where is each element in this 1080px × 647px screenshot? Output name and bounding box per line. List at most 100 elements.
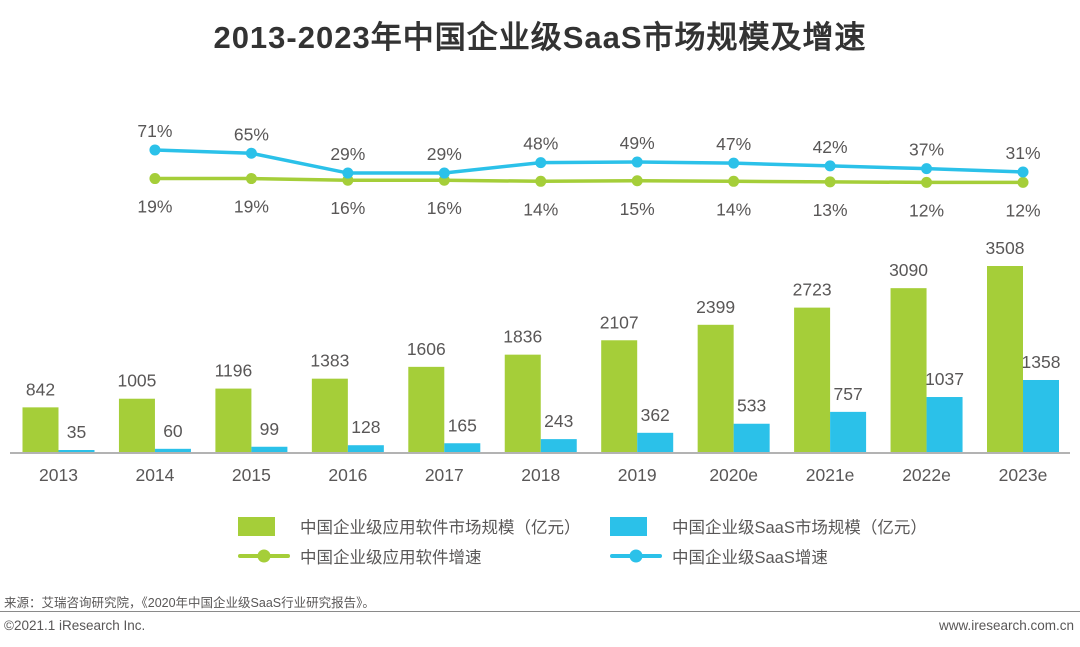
legend-line-marker-app-growth bbox=[238, 549, 290, 563]
bar-saas-2016 bbox=[347, 445, 384, 452]
growth-label-saas-growth: 29% bbox=[330, 144, 365, 164]
chart-legend: 中国企业级应用软件市场规模（亿元） 中国企业级SaaS市场规模（亿元） 中国企业… bbox=[238, 511, 940, 571]
x-axis-label: 2016 bbox=[328, 465, 367, 485]
legend-label-saas-growth: 中国企业级SaaS增速 bbox=[672, 549, 828, 567]
growth-point-saas-growth bbox=[342, 167, 354, 179]
bar-value-app-software: 3508 bbox=[986, 238, 1025, 258]
bar-value-app-software: 1196 bbox=[215, 361, 253, 381]
growth-label-saas-growth: 37% bbox=[909, 140, 944, 160]
bar-saas-2014 bbox=[154, 448, 191, 452]
legend-label-saas-scale: 中国企业级SaaS市场规模（亿元） bbox=[672, 519, 927, 537]
bar-saas-2021e bbox=[830, 411, 867, 452]
growth-label-saas-growth: 29% bbox=[427, 144, 462, 164]
growth-label-app-growth: 12% bbox=[909, 200, 944, 220]
growth-point-saas-growth bbox=[631, 156, 643, 168]
growth-point-app-growth bbox=[921, 176, 933, 188]
bar-value-app-software: 3090 bbox=[889, 260, 928, 280]
legend-label-app-software-scale: 中国企业级应用软件市场规模（亿元） bbox=[300, 519, 581, 537]
x-axis-label: 2023e bbox=[999, 465, 1048, 485]
bar-value-app-software: 2723 bbox=[793, 280, 832, 300]
growth-label-app-growth: 16% bbox=[427, 198, 462, 218]
bar-saas-2015 bbox=[251, 446, 288, 452]
growth-point-app-growth bbox=[728, 175, 740, 187]
bar-saas-2022e bbox=[926, 397, 963, 452]
x-axis-label: 2018 bbox=[521, 465, 560, 485]
bar-app-software-2017 bbox=[408, 366, 445, 452]
footer-divider bbox=[0, 611, 1080, 612]
x-axis-label: 2021e bbox=[806, 465, 855, 485]
bar-app-software-2015 bbox=[215, 388, 252, 452]
bar-value-app-software: 1606 bbox=[407, 339, 446, 359]
bar-value-app-software: 1383 bbox=[310, 351, 349, 371]
x-axis-label: 2017 bbox=[425, 465, 464, 485]
growth-line-saas-growth bbox=[154, 148, 1024, 175]
website-text: www.iresearch.com.cn bbox=[938, 618, 1074, 633]
growth-label-app-growth: 12% bbox=[1005, 200, 1040, 220]
growth-label-saas-growth: 71% bbox=[137, 121, 172, 141]
growth-label-saas-growth: 42% bbox=[813, 137, 848, 157]
bar-value-saas: 1037 bbox=[925, 369, 964, 389]
bar-app-software-2022e bbox=[890, 288, 927, 452]
bar-app-software-2013 bbox=[22, 407, 59, 452]
bar-app-software-2014 bbox=[118, 398, 155, 452]
growth-point-saas-growth bbox=[728, 157, 740, 169]
bar-app-software-2023e bbox=[987, 266, 1023, 452]
bar-saas-2013 bbox=[58, 450, 95, 452]
legend-dot-saas-growth bbox=[629, 549, 643, 563]
bar-value-saas: 533 bbox=[737, 396, 766, 416]
growth-label-app-growth: 19% bbox=[234, 197, 269, 217]
growth-point-saas-growth bbox=[921, 163, 933, 175]
legend-line-marker-saas-growth bbox=[610, 549, 662, 563]
bar-value-saas: 757 bbox=[833, 384, 862, 404]
legend-swatch-saas bbox=[610, 516, 647, 536]
growth-label-saas-growth: 47% bbox=[716, 134, 751, 154]
growth-label-app-growth: 15% bbox=[620, 199, 655, 219]
bar-value-app-software: 1005 bbox=[117, 371, 156, 391]
bar-value-saas: 243 bbox=[544, 411, 573, 431]
bar-saas-2023e bbox=[1023, 379, 1059, 452]
copyright-text: ©2021.1 iResearch Inc. bbox=[4, 618, 146, 633]
bar-value-saas: 128 bbox=[351, 417, 380, 437]
bar-value-app-software: 2107 bbox=[600, 312, 639, 332]
growth-label-app-growth: 16% bbox=[330, 198, 365, 218]
bar-app-software-2018 bbox=[504, 354, 541, 452]
growth-label-app-growth: 14% bbox=[716, 199, 751, 219]
source-note: 来源：艾瑞咨询研究院，《2020年中国企业级SaaS行业研究报告》。 bbox=[4, 596, 375, 610]
x-axis-label: 2013 bbox=[39, 465, 78, 485]
growth-point-app-growth bbox=[149, 173, 161, 185]
bar-saas-2017 bbox=[444, 443, 481, 452]
growth-point-saas-growth bbox=[438, 167, 450, 179]
growth-label-saas-growth: 65% bbox=[234, 124, 269, 144]
bar-app-software-2021e bbox=[794, 307, 831, 452]
bar-saas-2019 bbox=[637, 432, 674, 452]
x-axis-label: 2020e bbox=[709, 465, 758, 485]
growth-point-app-growth bbox=[631, 175, 643, 187]
bar-app-software-2019 bbox=[601, 340, 638, 452]
x-axis-label: 2015 bbox=[232, 465, 271, 485]
combo-chart: 19% 19% 16% 16% 14% 15% 14% 13% 12% 12% 71% 65% 29% 2… bbox=[10, 121, 1070, 485]
growth-label-saas-growth: 48% bbox=[523, 134, 558, 154]
bar-saas-2018 bbox=[540, 439, 577, 452]
bar-app-software-2016 bbox=[311, 378, 348, 452]
bar-value-saas: 362 bbox=[641, 405, 670, 425]
bar-value-app-software: 2399 bbox=[696, 297, 735, 317]
growth-point-app-growth bbox=[535, 175, 547, 187]
growth-label-saas-growth: 31% bbox=[1005, 143, 1040, 163]
bar-value-app-software: 1836 bbox=[503, 327, 542, 347]
legend-label-app-growth: 中国企业级应用软件增速 bbox=[300, 549, 482, 567]
growth-point-app-growth bbox=[1017, 176, 1029, 188]
bar-value-saas: 99 bbox=[260, 419, 279, 439]
growth-point-saas-growth bbox=[824, 160, 836, 172]
chart-title: 2013-2023年中国企业级SaaS市场规模及增速 bbox=[213, 20, 867, 55]
growth-label-app-growth: 13% bbox=[813, 200, 848, 220]
growth-point-app-growth bbox=[824, 176, 836, 188]
growth-point-saas-growth bbox=[1017, 166, 1029, 178]
bar-value-saas: 35 bbox=[67, 422, 86, 442]
growth-point-app-growth bbox=[245, 173, 257, 185]
growth-line-app-growth bbox=[154, 176, 1023, 185]
x-axis-label: 2014 bbox=[135, 465, 174, 485]
bar-app-software-2020e bbox=[697, 324, 734, 452]
growth-label-app-growth: 19% bbox=[137, 197, 172, 217]
bar-value-saas: 165 bbox=[448, 415, 477, 435]
